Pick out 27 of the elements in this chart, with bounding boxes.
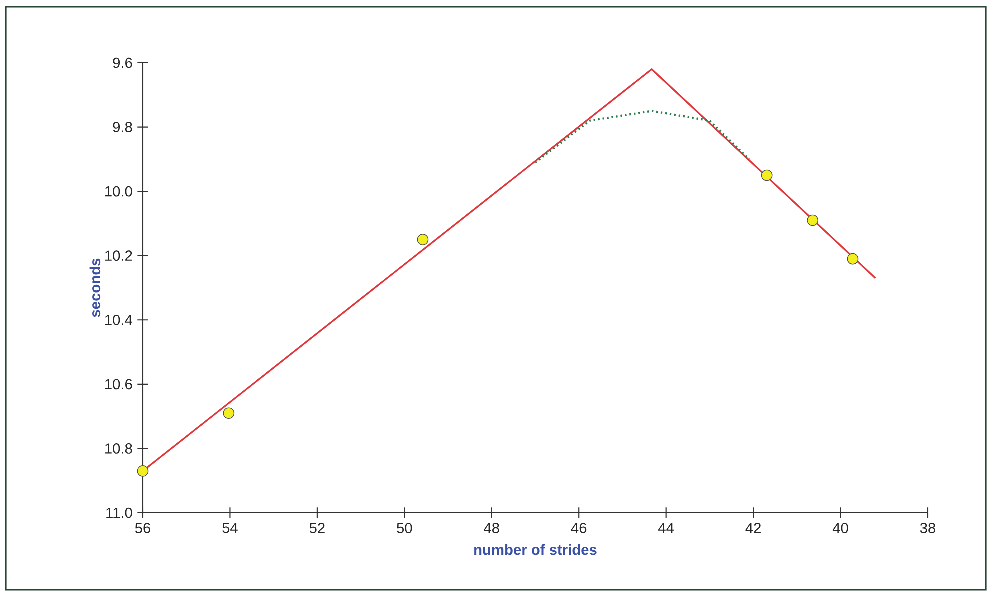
x-axis-title: number of strides — [474, 544, 597, 556]
y-tick-label: 10.4 — [106, 314, 133, 326]
point — [761, 170, 773, 182]
y-tick-label: 10.6 — [106, 379, 132, 390]
line-series — [534, 110, 750, 164]
x-tick-label: 52 — [310, 523, 325, 534]
y-tick-label: 10.2 — [106, 250, 132, 262]
x-tick-label: 56 — [135, 523, 150, 534]
y-tick-label: 9.6 — [113, 58, 132, 68]
x-tick-label: 54 — [222, 523, 238, 534]
point — [137, 466, 149, 477]
y-tick-label: 9.8 — [113, 122, 132, 132]
point — [847, 253, 859, 265]
y-axis-title: seconds — [90, 258, 101, 318]
point — [807, 214, 819, 226]
point — [417, 234, 429, 246]
x-tick-label: 44 — [658, 523, 674, 534]
y-tick-label: 11.0 — [106, 508, 132, 518]
x-tick-label: 50 — [397, 523, 412, 534]
x-tick-label: 42 — [746, 523, 761, 534]
x-tick-label: 40 — [832, 523, 848, 534]
point — [223, 408, 235, 420]
x-tick-label: 38 — [920, 523, 936, 534]
x-tick-label: 46 — [571, 523, 587, 534]
x-tick-label: 48 — [484, 523, 500, 534]
y-tick-label: 10.0 — [106, 186, 132, 197]
y-tick-label: 10.8 — [106, 444, 132, 454]
